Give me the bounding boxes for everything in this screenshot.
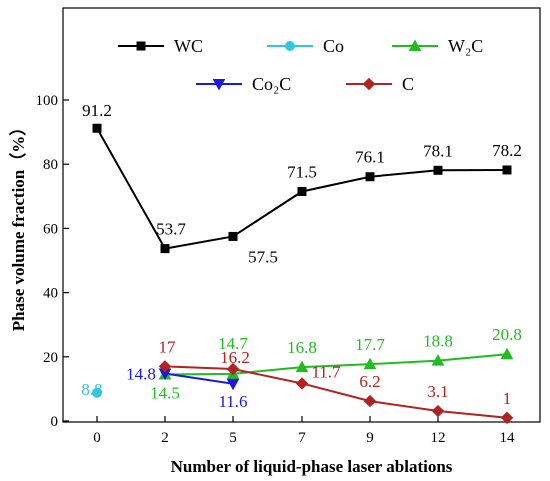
data-label-co-c: 14.8 [126, 364, 156, 383]
data-label-wc: 76.1 [355, 148, 385, 167]
data-label-wc: 71.5 [287, 162, 317, 181]
marker-w-c [500, 347, 514, 360]
marker-wc [160, 244, 170, 254]
marker-c [431, 404, 445, 418]
legend-marker [408, 39, 422, 51]
y-axis: 0 20 40 60 80 100 [36, 93, 69, 430]
y-tick-label: 100 [36, 93, 59, 109]
data-label-w-c: 17.7 [355, 335, 385, 354]
series-markers [92, 123, 514, 424]
data-label-wc: 78.1 [423, 141, 453, 160]
legend-marker [136, 41, 146, 51]
marker-wc [297, 186, 307, 196]
legend-marker [212, 79, 226, 91]
marker-c [500, 411, 514, 424]
marker-co-c [226, 378, 240, 391]
plot-frame [62, 7, 541, 423]
data-label-w-c: 14.7 [218, 334, 248, 353]
x-tick-label: 7 [298, 430, 306, 446]
x-tick-label: 5 [229, 430, 237, 446]
marker-w-c [363, 357, 377, 370]
data-label-wc: 91.2 [82, 101, 112, 120]
data-label-c: 17 [159, 337, 177, 356]
marker-c [295, 377, 309, 390]
data-label-wc: 78.2 [492, 141, 522, 160]
marker-c [226, 362, 240, 376]
marker-co [92, 387, 102, 398]
series-line-w-c [164, 353, 508, 376]
legend: WC Co W₂C Co₂C C [118, 36, 483, 94]
marker-c [363, 394, 377, 408]
legend-label: C [402, 74, 414, 94]
y-tick-label: 40 [43, 286, 58, 302]
data-label-w-c: 18.8 [423, 332, 453, 351]
marker-wc [502, 165, 512, 175]
legend-marker [285, 41, 295, 51]
marker-w-c [295, 360, 309, 373]
data-label-w-c: 14.5 [150, 383, 180, 402]
x-tick-label: 9 [366, 430, 374, 446]
legend-label: W₂C [448, 36, 483, 56]
data-labels: 91.253.757.571.576.1 78.1 78.28.8 14.514.7 1… [81, 101, 522, 411]
data-label-c: 1 [503, 389, 512, 408]
legend-label: Co₂C [252, 74, 291, 94]
y-axis-title: Phase volume fraction（%） [8, 119, 28, 331]
marker-wc [365, 172, 375, 182]
data-label-co-c: 11.6 [218, 392, 247, 411]
data-label-wc: 53.7 [156, 220, 186, 239]
data-label-c: 16.2 [220, 348, 250, 367]
data-label-c: 11.7 [311, 362, 341, 381]
marker-w-c [431, 354, 445, 366]
y-tick-label: 20 [43, 350, 58, 366]
x-tick-label: 12 [431, 430, 446, 446]
marker-wc [92, 123, 102, 133]
marker-c [158, 360, 172, 373]
x-tick-label: 2 [161, 430, 169, 446]
x-tick-label: 14 [500, 430, 516, 446]
x-axis: 0 2 5 7 9 12 14 [93, 416, 515, 446]
y-tick-label: 80 [43, 157, 58, 173]
x-axis-title: Number of liquid-phase laser ablations [171, 457, 453, 476]
y-tick-label: 60 [43, 221, 58, 237]
data-label-wc: 57.5 [248, 247, 278, 266]
series-line-co-c [164, 372, 234, 385]
data-label-c: 6.2 [359, 372, 380, 391]
legend-label: WC [174, 36, 203, 56]
series-line-c [164, 365, 508, 419]
data-label-w-c: 20.8 [492, 325, 522, 344]
legend-marker [362, 77, 376, 91]
data-label-c: 3.1 [427, 382, 448, 401]
data-label-co: 8.8 [81, 380, 102, 399]
data-label-w-c: 16.8 [287, 338, 317, 357]
x-tick-label: 0 [93, 430, 101, 446]
y-tick-label: 0 [51, 414, 59, 430]
legend-label: Co [323, 36, 344, 56]
marker-wc [433, 165, 443, 175]
marker-wc [228, 231, 238, 241]
